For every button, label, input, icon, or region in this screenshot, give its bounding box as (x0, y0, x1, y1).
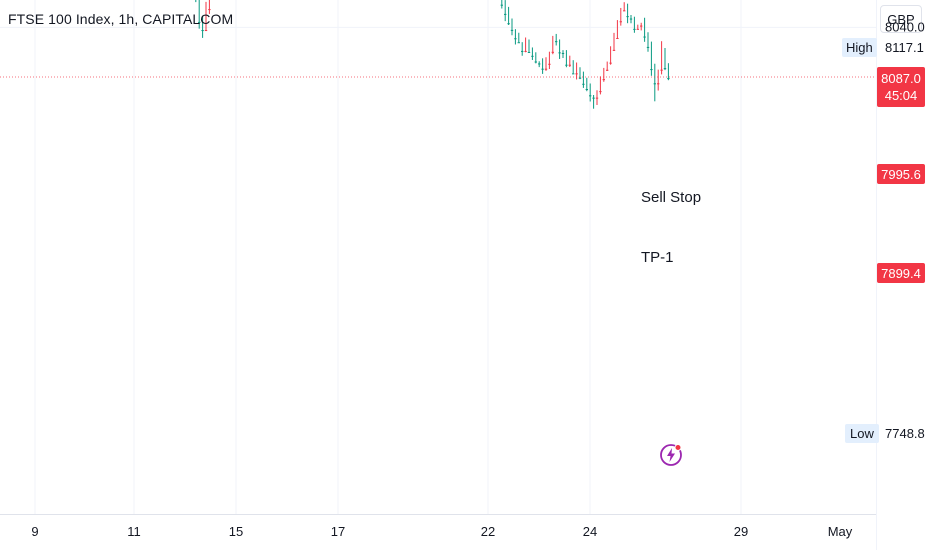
candle-body (555, 41, 558, 43)
candle-body (514, 38, 517, 40)
candle-body (595, 97, 599, 99)
candle-body (521, 50, 524, 52)
candle-body (548, 63, 551, 65)
tp1-price-text: 7899.4 (881, 265, 921, 281)
candle-body (636, 28, 639, 30)
candle-body (609, 62, 612, 64)
low-badge: Low (845, 424, 879, 443)
candle-body (568, 64, 571, 66)
candle-body (626, 16, 629, 18)
candle-body (606, 69, 609, 71)
last-price-value: 8087.0 (881, 71, 921, 86)
candle-body (565, 64, 568, 66)
time-tick-label: 15 (228, 524, 244, 539)
candle-body (208, 9, 211, 11)
time-tick-label: 17 (330, 524, 346, 539)
candle-body (538, 63, 541, 65)
last-price-badge: 8087.0 45:04 (877, 67, 925, 107)
candle-body (204, 30, 208, 32)
candle-body (500, 4, 503, 6)
candle-body (517, 42, 520, 44)
candle-body (602, 79, 605, 81)
time-axis-separator (0, 514, 876, 515)
candle-body (643, 36, 646, 38)
candle-body (531, 55, 534, 57)
time-tick-label: 22 (480, 524, 496, 539)
candle-body (663, 68, 667, 70)
sell-stop-price-tag: 7995.6 (877, 164, 925, 184)
high-badge: High (842, 38, 877, 57)
candle-body (612, 49, 616, 51)
candle-body (657, 83, 660, 85)
currency-button[interactable]: GBP (880, 5, 922, 33)
tp1-price-tag: 7899.4 (877, 263, 925, 283)
high-value: 8117.1 (885, 38, 924, 57)
candle-body (667, 78, 670, 80)
countdown-timer: 45:04 (884, 88, 918, 103)
candle-body (646, 46, 650, 48)
chart-title: FTSE 100 Index, 1h, CAPITALCOM (8, 11, 234, 27)
candle-body (551, 51, 554, 53)
candle-body (660, 69, 663, 71)
candle-body (616, 37, 619, 39)
candle-body (623, 10, 626, 12)
time-tick-label: 24 (582, 524, 598, 539)
candle-body (541, 68, 544, 70)
time-tick-label: 29 (733, 524, 749, 539)
time-tick-label: May (827, 524, 853, 539)
candle-body (619, 21, 622, 23)
candle-body (524, 50, 527, 52)
candle-body (599, 91, 602, 93)
candle-body (561, 52, 565, 54)
low-badge-label: Low (850, 426, 874, 441)
candle-body (640, 25, 643, 27)
candle-body (198, 21, 201, 23)
low-value: 7748.8 (885, 424, 925, 443)
candle-body (527, 51, 531, 53)
candle-body (653, 83, 656, 85)
candle-body (578, 77, 582, 79)
candle-body (510, 29, 514, 31)
candle-body (558, 52, 561, 54)
candle-body (592, 97, 595, 99)
price-axis-separator (876, 0, 877, 550)
candle-body (572, 73, 575, 75)
candle-body (575, 73, 578, 75)
high-badge-label: High (846, 40, 873, 55)
high-value-text: 8117.1 (885, 40, 924, 55)
candle-body (589, 95, 592, 97)
candle-body (650, 69, 653, 71)
candle-body (504, 13, 507, 15)
sell-stop-label: Sell Stop (641, 189, 702, 206)
candle-body (633, 28, 636, 30)
level-layer (0, 76, 876, 78)
lightning-alert-icon[interactable] (659, 443, 683, 467)
price-tick-label: 8040.0 (885, 19, 925, 35)
candle-body (629, 18, 633, 20)
candle-body (585, 89, 588, 91)
candle-body (544, 68, 548, 70)
candle-body (507, 23, 510, 25)
time-tick-label: 11 (127, 524, 141, 539)
candle-body (201, 30, 204, 32)
time-tick-label: 9 (31, 524, 39, 539)
tp1-label: TP-1 (641, 249, 674, 266)
low-value-text: 7748.8 (885, 426, 925, 441)
sell-stop-price-text: 7995.6 (881, 166, 921, 182)
candle-layer (195, 0, 670, 109)
candle-body (582, 83, 585, 85)
candle-body (534, 61, 537, 63)
